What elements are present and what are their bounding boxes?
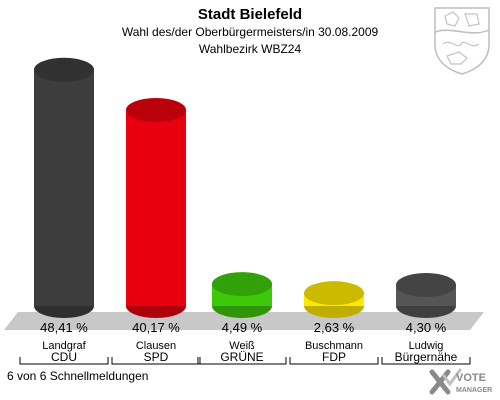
votemanager-logo-icon: VOTE MANAGER (429, 368, 492, 395)
bar-top (304, 281, 364, 306)
party-label: CDU (51, 350, 77, 364)
party-underline (381, 357, 471, 365)
party-label: GRÜNE (220, 350, 263, 364)
logo-text-manager: MANAGER (456, 387, 492, 394)
bars-layer (34, 57, 456, 318)
value-label: 48,41 % (40, 320, 88, 335)
party-label: Bürgernähe (395, 350, 458, 364)
party-underline (289, 357, 379, 365)
value-label: 2,63 % (314, 320, 355, 335)
party-label: FDP (322, 350, 346, 364)
bar-body (126, 109, 186, 306)
bar-spd (126, 97, 186, 318)
bar-top (212, 272, 272, 297)
candidate-label: Clausen (136, 340, 176, 352)
chart-district: Wahlbezirk WBZ24 (198, 42, 302, 56)
bar-grüne (212, 272, 272, 318)
chart-subtitle: Wahl des/der Oberbürgermeisters/in 30.08… (121, 25, 379, 39)
party-underline (19, 357, 109, 365)
value-label: 40,17 % (132, 320, 180, 335)
bar-cdu (34, 57, 94, 318)
value-label: 4,49 % (222, 320, 263, 335)
bar-top (126, 97, 186, 122)
logo-text-vote: VOTE (456, 372, 486, 384)
candidate-label: Landgraf (42, 340, 86, 352)
bar-fdp (304, 281, 364, 318)
candidate-label: Buschmann (305, 340, 363, 352)
bar-top (396, 273, 456, 298)
chart-floor (4, 312, 484, 330)
chart-title: Stadt Bielefeld (197, 6, 303, 23)
bar-bürgernähe (396, 273, 456, 318)
city-crest-icon (434, 7, 490, 75)
party-underline (197, 357, 287, 365)
party-label: SPD (144, 350, 169, 364)
footer-status: 6 von 6 Schnellmeldungen (7, 369, 149, 383)
value-label: 4,30 % (406, 320, 447, 335)
candidate-label: Ludwig (409, 340, 444, 352)
party-underline (111, 357, 201, 365)
candidate-label: Weiß (229, 340, 255, 352)
bar-body (34, 69, 94, 306)
bar-top (34, 57, 94, 82)
